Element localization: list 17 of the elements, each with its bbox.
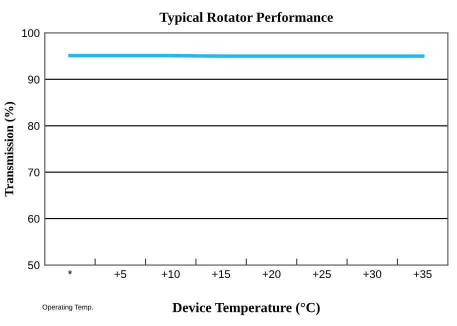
x-tick-label: +20 xyxy=(262,270,281,278)
chart-title: Typical Rotator Performance xyxy=(160,12,333,25)
y-axis-title: Transmission (%) xyxy=(4,102,16,196)
x-tick-label: +15 xyxy=(212,270,230,278)
x-tick-label: +30 xyxy=(363,270,382,278)
x-tick-label: * xyxy=(68,270,72,274)
y-tick-label: 50 xyxy=(28,261,40,270)
y-tick-label: 100 xyxy=(22,29,40,38)
y-tick-label: 80 xyxy=(28,122,40,130)
y-tick-label: 90 xyxy=(28,76,40,84)
x-tick-label: +5 xyxy=(114,270,126,278)
x-axis-title: Device Temperature (°C) xyxy=(172,302,320,316)
x-tick-label: +35 xyxy=(414,270,432,278)
y-tick-label: 60 xyxy=(28,214,40,223)
x-tick-label: +25 xyxy=(313,270,331,278)
x-tick-label: +10 xyxy=(162,270,180,278)
y-tick-label: 70 xyxy=(28,168,40,176)
